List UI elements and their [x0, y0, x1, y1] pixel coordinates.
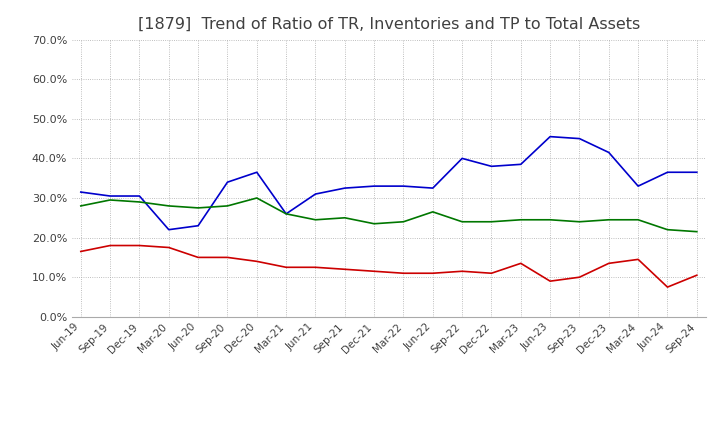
Trade Payables — [282, 211, 290, 216]
Trade Receivables — [458, 268, 467, 274]
Trade Receivables — [546, 279, 554, 284]
Title: [1879]  Trend of Ratio of TR, Inventories and TP to Total Assets: [1879] Trend of Ratio of TR, Inventories… — [138, 16, 640, 32]
Trade Payables — [106, 197, 114, 202]
Inventories — [516, 161, 525, 167]
Trade Payables — [311, 217, 320, 222]
Trade Payables — [253, 195, 261, 201]
Inventories — [370, 183, 379, 189]
Trade Payables — [516, 217, 525, 222]
Trade Receivables — [76, 249, 85, 254]
Line: Inventories: Inventories — [81, 136, 697, 230]
Trade Receivables — [605, 260, 613, 266]
Inventories — [575, 136, 584, 141]
Inventories — [164, 227, 173, 232]
Inventories — [487, 164, 496, 169]
Inventories — [341, 186, 349, 191]
Trade Payables — [663, 227, 672, 232]
Trade Payables — [164, 203, 173, 209]
Inventories — [428, 186, 437, 191]
Trade Receivables — [282, 264, 290, 270]
Trade Payables — [693, 229, 701, 234]
Trade Payables — [223, 203, 232, 209]
Trade Payables — [428, 209, 437, 214]
Trade Payables — [76, 203, 85, 209]
Trade Receivables — [311, 264, 320, 270]
Inventories — [605, 150, 613, 155]
Trade Payables — [399, 219, 408, 224]
Inventories — [311, 191, 320, 197]
Trade Receivables — [253, 259, 261, 264]
Trade Payables — [487, 219, 496, 224]
Trade Receivables — [135, 243, 144, 248]
Inventories — [223, 180, 232, 185]
Trade Receivables — [575, 275, 584, 280]
Trade Receivables — [663, 284, 672, 290]
Trade Payables — [370, 221, 379, 226]
Inventories — [282, 211, 290, 216]
Inventories — [458, 156, 467, 161]
Trade Payables — [458, 219, 467, 224]
Inventories — [76, 189, 85, 194]
Line: Trade Receivables: Trade Receivables — [81, 246, 697, 287]
Trade Payables — [605, 217, 613, 222]
Trade Payables — [575, 219, 584, 224]
Trade Payables — [341, 215, 349, 220]
Trade Receivables — [370, 268, 379, 274]
Trade Payables — [546, 217, 554, 222]
Trade Receivables — [399, 271, 408, 276]
Inventories — [194, 223, 202, 228]
Trade Receivables — [106, 243, 114, 248]
Trade Receivables — [516, 260, 525, 266]
Trade Payables — [634, 217, 642, 222]
Inventories — [546, 134, 554, 139]
Inventories — [135, 193, 144, 198]
Trade Receivables — [428, 271, 437, 276]
Line: Trade Payables: Trade Payables — [81, 198, 697, 231]
Trade Receivables — [693, 272, 701, 278]
Trade Payables — [194, 205, 202, 210]
Trade Receivables — [341, 267, 349, 272]
Inventories — [663, 169, 672, 175]
Inventories — [634, 183, 642, 189]
Inventories — [253, 169, 261, 175]
Trade Receivables — [634, 257, 642, 262]
Trade Receivables — [487, 271, 496, 276]
Inventories — [693, 169, 701, 175]
Trade Receivables — [223, 255, 232, 260]
Trade Receivables — [164, 245, 173, 250]
Trade Payables — [135, 199, 144, 205]
Trade Receivables — [194, 255, 202, 260]
Inventories — [106, 193, 114, 198]
Inventories — [399, 183, 408, 189]
